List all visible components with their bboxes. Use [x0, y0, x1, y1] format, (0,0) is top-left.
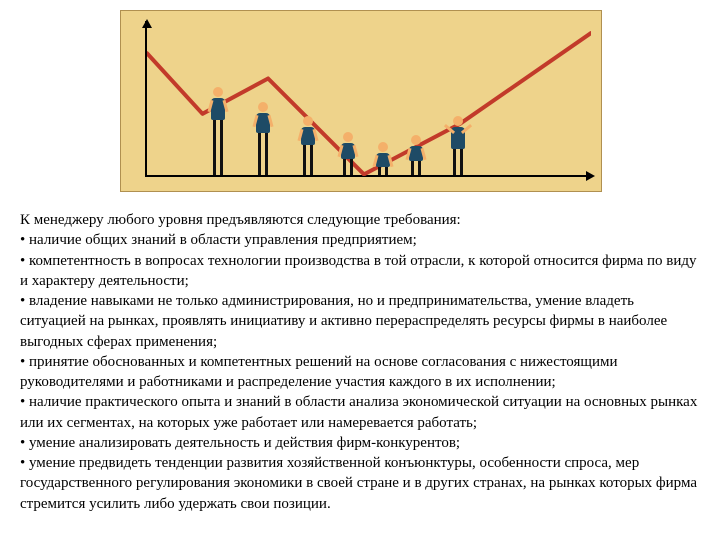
person-figure: [372, 142, 394, 175]
figure-container: [120, 10, 600, 192]
manager-requirements-infographic: [120, 10, 602, 192]
person-arm-icon: [312, 129, 318, 141]
person-arm-icon: [352, 145, 358, 157]
person-arm-icon: [372, 155, 378, 167]
person-arm-icon: [420, 148, 426, 160]
person-legs-icon: [343, 159, 353, 175]
person-head-icon: [258, 102, 268, 112]
person-body-icon: [376, 153, 390, 167]
person-head-icon: [453, 116, 463, 126]
person-figure: [337, 132, 359, 175]
bullet-line: • наличие практического опыта и знаний в…: [20, 392, 700, 433]
bullet-line: • принятие обоснованных и компетентных р…: [20, 352, 700, 393]
person-body-icon: [256, 113, 270, 133]
person-body-icon: [409, 146, 423, 161]
person-body-icon: [341, 143, 355, 159]
person-legs-icon: [453, 149, 463, 175]
person-legs-icon: [258, 133, 268, 175]
person-leader: [447, 116, 469, 175]
bullet-line: • владение навыками не только администри…: [20, 291, 700, 352]
bullet-line: • умение анализировать деятельность и де…: [20, 433, 700, 453]
requirements-text: К менеджеру любого уровня предъявляются …: [20, 210, 700, 514]
person-figure: [297, 116, 319, 175]
person-figure: [207, 87, 229, 175]
person-head-icon: [378, 142, 388, 152]
person-body-icon: [451, 127, 465, 149]
intro-line: К менеджеру любого уровня предъявляются …: [20, 210, 700, 230]
person-arm-icon: [405, 148, 411, 160]
person-legs-icon: [411, 161, 421, 175]
person-arm-icon: [252, 115, 258, 127]
bullet-line: • компетентность в вопросах технологии п…: [20, 251, 700, 292]
person-figure: [252, 102, 274, 175]
person-arm-icon: [337, 145, 343, 157]
person-arm-icon: [387, 155, 393, 167]
person-body-icon: [211, 98, 225, 120]
person-legs-icon: [303, 145, 313, 175]
person-arm-icon: [207, 100, 213, 112]
bullet-line: • наличие общих знаний в области управле…: [20, 230, 700, 250]
person-head-icon: [213, 87, 223, 97]
person-figure: [405, 135, 427, 175]
person-arm-icon: [297, 129, 303, 141]
person-body-icon: [301, 127, 315, 145]
person-arm-icon: [267, 115, 273, 127]
bullet-line: • умение предвидеть тенденции развития х…: [20, 453, 700, 514]
person-legs-icon: [378, 167, 388, 175]
person-arm-icon: [222, 100, 228, 112]
person-legs-icon: [213, 120, 223, 175]
person-head-icon: [303, 116, 313, 126]
person-head-icon: [343, 132, 353, 142]
person-head-icon: [411, 135, 421, 145]
